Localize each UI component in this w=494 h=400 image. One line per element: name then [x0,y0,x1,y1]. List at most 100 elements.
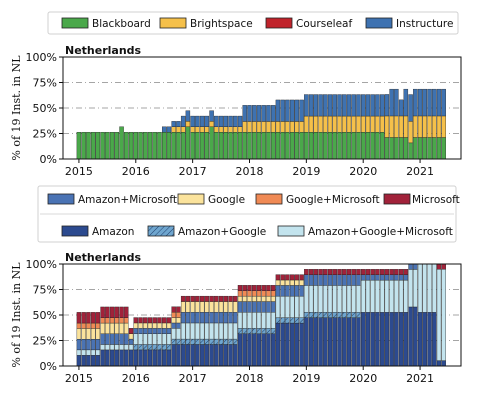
bar-amazon-microsoft [114,333,120,345]
bar-google [285,279,290,286]
bar-amazon [313,317,319,367]
bar-amazon-google-microsoft [161,333,167,345]
bar-instructure [379,94,385,117]
bar-amazon-microsoft [398,274,404,281]
bar-amazon-google-microsoft [128,344,134,351]
bar-brightspace [218,126,224,133]
bar-brightspace [261,121,266,133]
bar-google [214,301,219,313]
bar-amazon [370,312,375,367]
bar-amazon-google-microsoft [365,279,371,313]
bar-microsoft [105,306,110,318]
bar-amazon-google-microsoft [280,295,285,318]
bar-amazon-microsoft [228,312,233,324]
bar-microsoft [81,312,86,324]
bar-google [76,328,82,340]
bar-blackboard [105,131,110,160]
bar-instructure [209,110,214,122]
bar-instructure [422,88,428,117]
bar-amazon-google-microsoft [214,322,219,340]
bar-amazon-google [214,338,219,345]
legend-swatch-google-microsoft [255,193,283,205]
bar-brightspace [304,115,309,133]
bar-brightspace [299,121,304,133]
bar-brightspace [398,115,404,138]
bar-microsoft [209,295,214,302]
bar-instructure [185,110,191,122]
bar-google [280,279,285,286]
bar-amazon-google-microsoft [81,349,86,356]
bar-amazon-google-microsoft [346,285,352,313]
bar-instructure [375,94,380,117]
bar-brightspace [294,121,300,133]
bar-microsoft [157,317,162,324]
bar-brightspace [233,126,238,133]
bar-google [294,279,300,286]
bar-amazon-microsoft [81,338,86,351]
bars [76,88,446,160]
bar-amazon-google-microsoft [351,285,356,313]
bar-blackboard [289,131,295,160]
bar-amazon [379,312,385,367]
bar-google-microsoft [95,322,101,329]
legend-swatch-amazon-google-microsoft [277,225,305,237]
bar-microsoft [299,274,304,281]
bar-blackboard [218,131,224,160]
bar-amazon-google [261,328,266,334]
bar-brightspace [375,115,380,133]
bar-blackboard [209,126,214,160]
bar-brightspace [270,121,276,133]
bar-blackboard [190,131,195,160]
bar-blackboard [413,137,418,160]
bar-microsoft [204,295,210,302]
bar-brightspace [209,121,214,127]
bar-amazon [346,317,352,367]
bar-amazon [432,312,437,367]
legend-swatch-microsoft [383,193,411,205]
bar-google [256,295,262,302]
bar-amazon [185,344,191,367]
bar-blackboard [223,131,229,160]
bar-microsoft [152,317,157,324]
bar-microsoft [185,295,191,302]
bar-brightspace [356,115,361,133]
bar-blackboard [81,131,86,160]
bar-amazon-microsoft [166,328,172,334]
bar-amazon [124,349,129,367]
bar-amazon-microsoft [289,285,295,297]
bar-amazon-microsoft [109,333,115,345]
bar-amazon-microsoft [86,338,91,351]
bar-amazon-microsoft [408,263,413,270]
bar-blackboard [294,131,300,160]
bar-amazon-microsoft [242,301,247,313]
bar-amazon [403,312,409,367]
bar-brightspace [427,115,432,138]
bar-amazon-google-microsoft [86,349,91,356]
bar-amazon [223,344,229,367]
bar-amazon-microsoft [124,333,129,345]
bar-blackboard [408,142,413,160]
bar-amazon-microsoft [157,328,162,334]
bar-amazon [76,355,82,367]
bar-microsoft [256,285,262,291]
bar-brightspace [195,126,200,133]
bar-amazon [266,333,271,367]
bar-amazon-google-microsoft [114,344,120,351]
bar-blackboard [285,131,290,160]
bar-microsoft [86,312,91,324]
bar-amazon [161,349,167,367]
bar-amazon-google-microsoft [171,328,176,340]
bar-google-microsoft [124,317,129,324]
bar-brightspace [199,126,205,133]
legend-frame [47,11,459,35]
bar-blackboard [441,137,446,160]
bar-google-microsoft [247,290,252,297]
bar-google [223,301,229,313]
bar-amazon-microsoft [403,274,409,281]
bar-amazon-google [176,338,181,345]
y-tick-label: 25% [33,128,57,141]
bar-blackboard [275,131,281,160]
bar-google-microsoft [242,290,247,297]
bar-brightspace [214,126,219,133]
bar-amazon-microsoft [214,312,219,324]
